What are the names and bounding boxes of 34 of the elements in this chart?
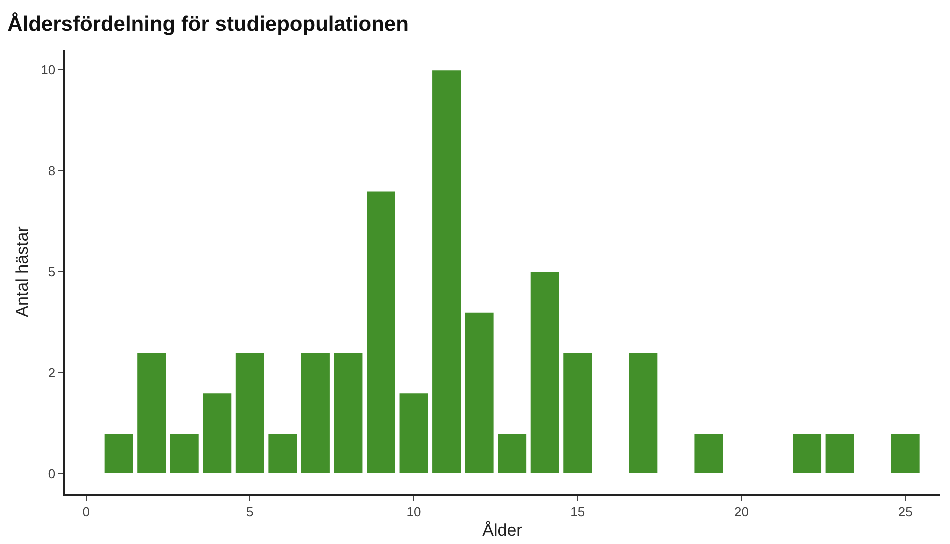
y-tick-label: 8: [48, 164, 56, 179]
bar: [432, 70, 462, 474]
bar: [464, 312, 495, 474]
bar: [366, 190, 396, 474]
bar: [562, 352, 594, 474]
bar: [824, 432, 856, 474]
y-tick-label: 5: [48, 264, 56, 280]
bar: [104, 432, 134, 474]
bar: [530, 272, 560, 474]
bar: [792, 432, 823, 474]
y-axis-title: Antal hästar: [13, 226, 32, 318]
bar: [268, 432, 298, 474]
x-tick-label: 5: [246, 504, 254, 520]
bar: [333, 352, 364, 474]
bar: [890, 432, 921, 474]
bar: [169, 432, 200, 474]
chart-title: Åldersfördelning för studiepopulationen: [8, 12, 409, 36]
bar: [628, 352, 659, 474]
bar: [234, 352, 266, 474]
bar: [136, 352, 168, 474]
bar: [300, 352, 331, 474]
y-tick-label: 2: [48, 365, 56, 380]
y-tick-label: 0: [48, 466, 56, 482]
x-axis-title: Ålder: [482, 521, 523, 540]
x-tick-label: 20: [734, 504, 749, 520]
y-tick-label: 10: [41, 62, 56, 78]
bar: [497, 432, 528, 474]
bar: [398, 392, 430, 474]
bar: [202, 392, 233, 474]
x-tick-label: 15: [570, 504, 586, 520]
bar: [694, 432, 724, 474]
x-tick-label: 0: [82, 504, 90, 520]
x-tick-label: 25: [898, 504, 913, 520]
x-tick-label: 10: [406, 504, 422, 520]
